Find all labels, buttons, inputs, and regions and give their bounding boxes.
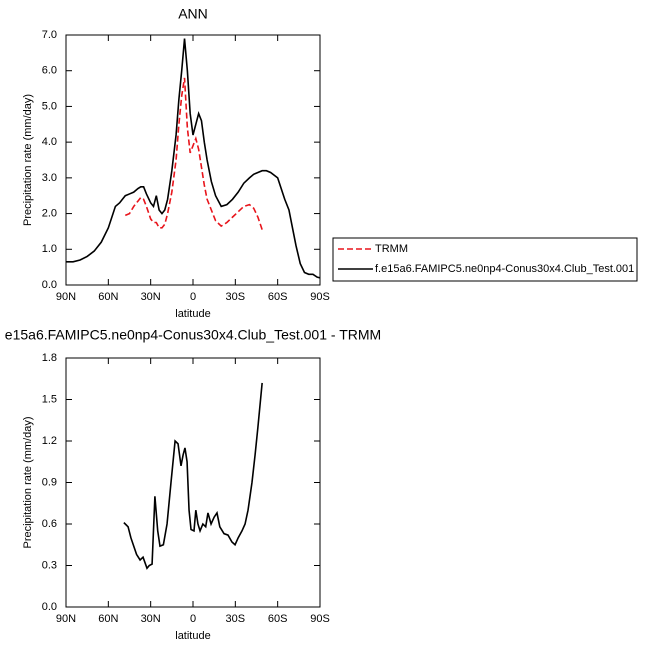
x-tick-label: 90N (56, 291, 76, 303)
x-tick-label: 30S (226, 291, 246, 303)
x-tick-label: 0 (190, 613, 196, 625)
y-tick-label: 3.0 (42, 172, 57, 184)
x-tick-label: 90N (56, 613, 76, 625)
y-tick-label: 2.0 (42, 207, 57, 219)
x-tick-label: 30S (226, 613, 246, 625)
x-tick-label: 90S (310, 291, 330, 303)
x-axis-label: latitude (175, 308, 210, 320)
y-axis-label: Precipitation rate (mm/day) (22, 94, 34, 226)
y-tick-label: 7.0 (42, 29, 57, 41)
x-tick-label: 60S (268, 291, 288, 303)
y-tick-label: 0.9 (42, 476, 57, 488)
y-tick-label: 1.0 (42, 243, 57, 255)
legend-label: f.e15a6.FAMIPC5.ne0np4-Conus30x4.Club_Te… (375, 263, 634, 275)
y-tick-label: 5.0 (42, 100, 57, 112)
chart-title: e15a6.FAMIPC5.ne0np4-Conus30x4.Club_Test… (5, 327, 381, 343)
y-tick-label: 0.0 (42, 279, 57, 291)
series-line (124, 77, 263, 230)
legend-label: TRMM (375, 243, 408, 255)
x-tick-label: 30N (141, 613, 161, 625)
y-tick-label: 4.0 (42, 136, 57, 148)
y-axis-label: Precipitation rate (mm/day) (22, 416, 34, 548)
x-tick-label: 30N (141, 291, 161, 303)
x-tick-label: 60N (98, 613, 118, 625)
chart-title: ANN (178, 6, 208, 22)
y-tick-label: 1.8 (42, 352, 57, 364)
data-line (123, 382, 263, 570)
x-axis-label: latitude (175, 630, 210, 642)
series-line (66, 38, 321, 279)
plot-frame (65, 34, 321, 286)
x-tick-label: 60S (268, 613, 288, 625)
y-tick-label: 0.6 (42, 518, 57, 530)
legend-box (332, 237, 638, 282)
x-tick-label: 90S (310, 613, 330, 625)
plot-frame (65, 357, 321, 608)
x-tick-label: 0 (190, 291, 196, 303)
x-tick-label: 60N (98, 291, 118, 303)
y-tick-label: 0.0 (42, 601, 57, 613)
y-tick-label: 6.0 (42, 65, 57, 77)
y-tick-label: 1.2 (42, 435, 57, 447)
y-tick-label: 0.3 (42, 559, 57, 571)
y-tick-label: 1.5 (42, 393, 57, 405)
